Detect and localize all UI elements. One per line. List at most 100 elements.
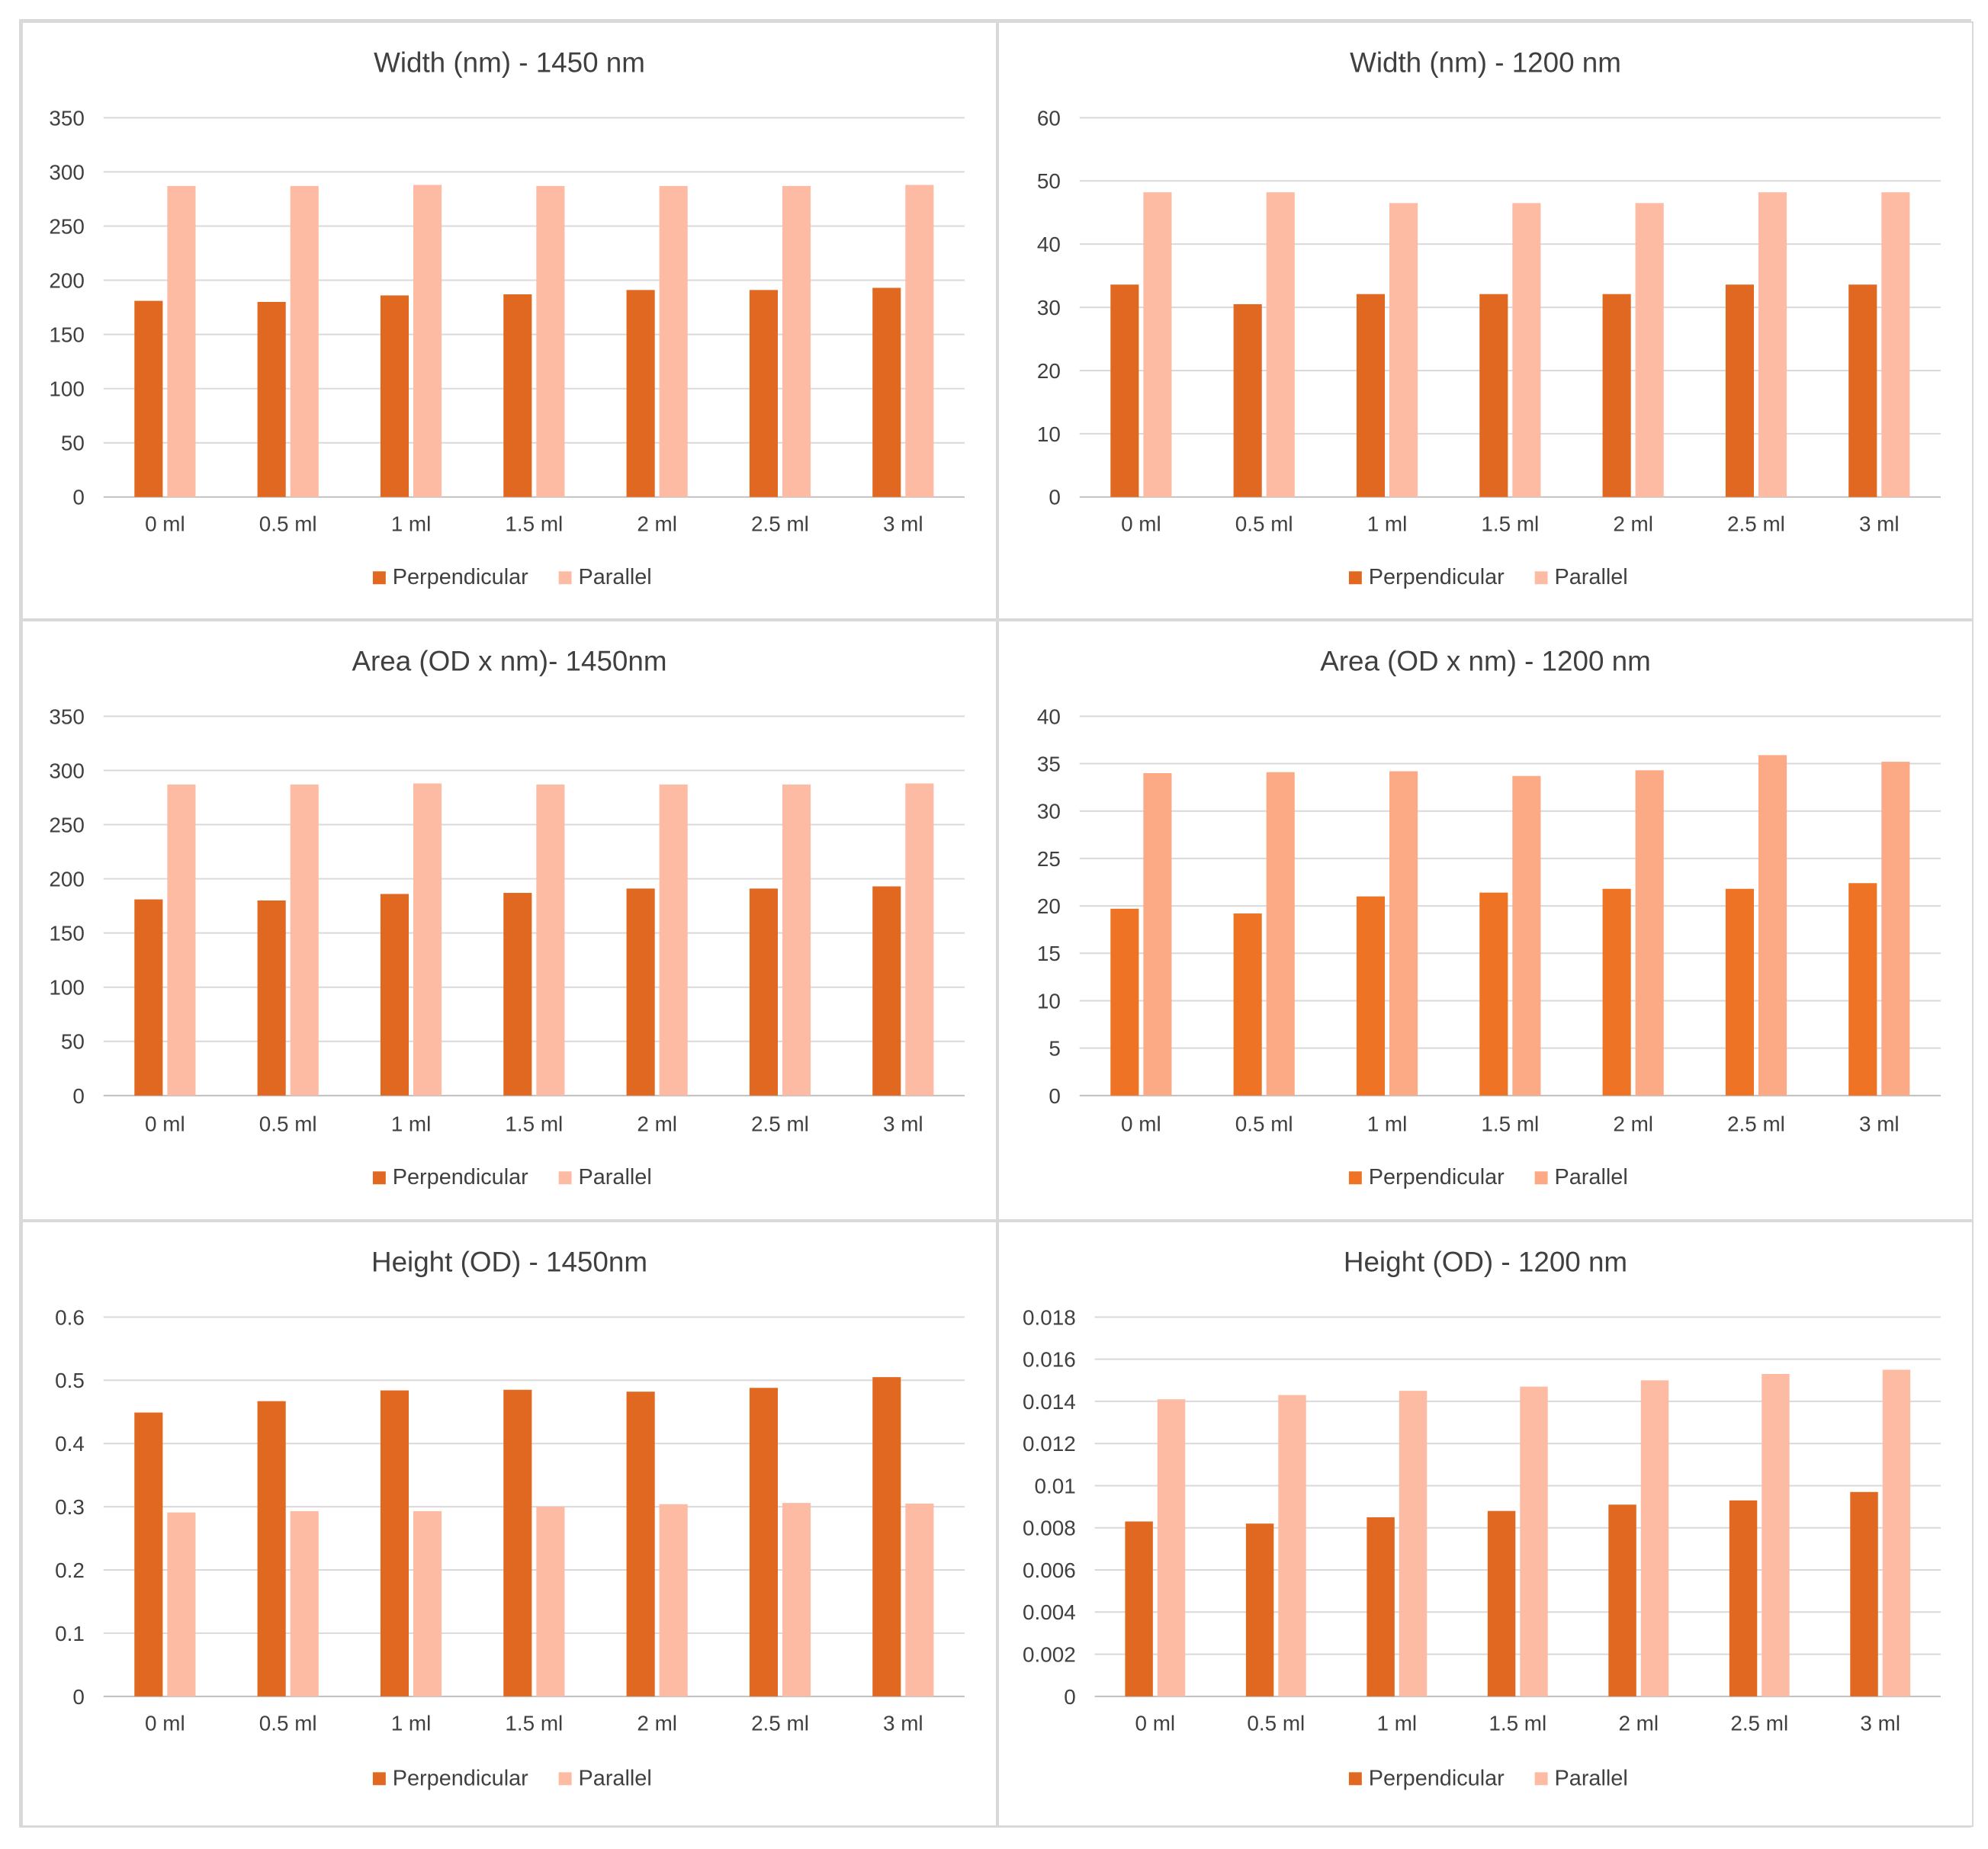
bar-perpendicular [1729, 1500, 1758, 1697]
y-tick-label: 250 [49, 813, 84, 836]
y-tick-label: 0 [72, 1084, 84, 1108]
y-tick-label: 0.3 [55, 1495, 85, 1519]
bar-perpendicular [503, 294, 532, 497]
x-tick-label: 2.5 ml [1727, 512, 1785, 536]
bar-parallel [659, 1504, 688, 1697]
x-tick-label: 3 ml [1860, 1712, 1900, 1735]
bar-parallel [1399, 1391, 1428, 1697]
bar-perpendicular [1356, 896, 1386, 1096]
x-tick-label: 2 ml [637, 512, 677, 536]
bar-perpendicular [1850, 1491, 1878, 1697]
y-tick-label: 20 [1037, 894, 1061, 918]
x-tick-label: 2 ml [1618, 1712, 1659, 1735]
bar-parallel [1882, 1369, 1911, 1697]
y-tick-label: 100 [49, 976, 84, 1000]
bar-perpendicular [872, 1377, 901, 1697]
legend-label: Perpendicular [393, 565, 528, 589]
x-tick-label: 1 ml [1376, 1712, 1417, 1735]
x-tick-label: 2 ml [1613, 512, 1653, 536]
x-tick-label: 3 ml [883, 512, 923, 536]
y-tick-label: 50 [61, 432, 85, 455]
x-tick-label: 2 ml [1613, 1112, 1653, 1136]
bar-parallel [659, 784, 688, 1096]
bar-parallel [1635, 770, 1664, 1096]
chart-panel-height-1200: Height (OD) - 1200 nm 0 0.002 0.004 0.006 0.0… [997, 1221, 1974, 1827]
bar-parallel [1143, 192, 1172, 497]
bar-parallel [1762, 1373, 1790, 1697]
y-tick-label: 0 [1049, 486, 1061, 509]
y-tick-label: 0.1 [55, 1622, 85, 1645]
bar-perpendicular [1848, 883, 1877, 1096]
chart-panel-width-1200: Width (nm) - 1200 nm 0 10 20 30 40 50 60 0 ml 0.5… [997, 21, 1974, 620]
y-tick-label: 10 [1037, 422, 1061, 446]
legend-label: Parallel [1555, 1766, 1628, 1790]
legend-swatch [372, 571, 386, 585]
y-tick-label: 10 [1037, 989, 1061, 1013]
x-tick-label: 0.5 ml [1235, 1112, 1293, 1136]
bar-perpendicular [1110, 908, 1139, 1096]
y-tick-label: 150 [49, 922, 84, 945]
legend-swatch [558, 571, 572, 585]
legend-swatch [1534, 571, 1548, 585]
chart-panel-height-1450: Height (OD) - 1450nm 0 0.1 0.2 0.3 0.4 0.5 0.6 0… [21, 1221, 997, 1827]
bar-parallel [905, 783, 934, 1096]
y-tick-label: 0.016 [1023, 1348, 1076, 1372]
x-tick-label: 2 ml [637, 1712, 677, 1735]
x-tick-label: 3 ml [883, 1712, 923, 1735]
x-tick-label: 0.5 ml [259, 1712, 317, 1735]
legend-label: Parallel [1555, 1165, 1628, 1189]
y-tick-label: 0.002 [1023, 1643, 1076, 1667]
chart-svg: Height (OD) - 1200 nm 0 0.002 0.004 0.006 0.0… [1023, 1247, 1941, 1790]
chart-svg: Width (nm) - 1450 nm 0 50 100 150 200 250 300 35… [49, 47, 965, 589]
bar-perpendicular [1725, 284, 1754, 497]
bar-parallel [290, 784, 319, 1096]
y-tick-label: 150 [49, 323, 84, 347]
chart-svg: Area (OD x nm)- 1450nm 0 50 100 150 200 250 300… [49, 646, 965, 1189]
legend-label: Parallel [579, 1766, 652, 1790]
bar-perpendicular [1233, 303, 1262, 497]
bar-perpendicular [380, 894, 409, 1096]
bar-parallel [782, 185, 811, 497]
bar-parallel [413, 783, 442, 1096]
y-tick-label: 0.4 [55, 1432, 85, 1456]
bar-perpendicular [257, 900, 286, 1096]
y-tick-label: 0 [1064, 1685, 1076, 1709]
bar-perpendicular [1848, 284, 1877, 497]
legend-label: Perpendicular [393, 1165, 528, 1189]
x-tick-label: 1.5 ml [1489, 1712, 1546, 1735]
y-tick-label: 0.5 [55, 1369, 85, 1392]
bar-parallel [290, 1510, 319, 1697]
x-tick-label: 2.5 ml [751, 1712, 809, 1735]
chart-panel-width-1450: Width (nm) - 1450 nm 0 50 100 150 200 250 300 35… [21, 21, 997, 620]
bar-parallel [167, 784, 196, 1096]
x-tick-label: 0 ml [1121, 1112, 1161, 1136]
bar-parallel [1389, 203, 1418, 497]
y-tick-label: 20 [1037, 359, 1061, 383]
x-tick-label: 0.5 ml [1235, 512, 1293, 536]
chart-title: Height (OD) - 1450nm [371, 1247, 647, 1278]
legend-label: Perpendicular [393, 1766, 528, 1790]
x-tick-label: 2 ml [637, 1112, 677, 1136]
bar-parallel [782, 1503, 811, 1697]
x-tick-label: 0 ml [145, 1712, 185, 1735]
chart-title: Width (nm) - 1200 nm [1350, 47, 1621, 79]
y-tick-label: 0 [1049, 1084, 1061, 1108]
bar-perpendicular [134, 1412, 163, 1697]
legend-label: Parallel [579, 1165, 652, 1189]
bar-parallel [1881, 192, 1910, 497]
bar-perpendicular [1608, 1504, 1636, 1697]
x-tick-label: 1 ml [1367, 1112, 1408, 1136]
y-tick-label: 250 [49, 214, 84, 238]
y-tick-label: 200 [49, 269, 84, 293]
y-tick-label: 15 [1037, 942, 1061, 965]
legend-swatch [1534, 1772, 1548, 1786]
bar-parallel [1266, 772, 1295, 1096]
bar-perpendicular [1356, 294, 1386, 497]
chart-panel-area-1450: Area (OD x nm)- 1450nm 0 50 100 150 200 250 300… [21, 620, 997, 1221]
legend-swatch [1348, 1772, 1362, 1786]
x-tick-label: 0 ml [145, 1112, 185, 1136]
bar-perpendicular [872, 886, 901, 1096]
y-tick-label: 0.004 [1023, 1600, 1076, 1624]
bar-perpendicular [872, 287, 901, 497]
x-tick-label: 0.5 ml [259, 1112, 317, 1136]
